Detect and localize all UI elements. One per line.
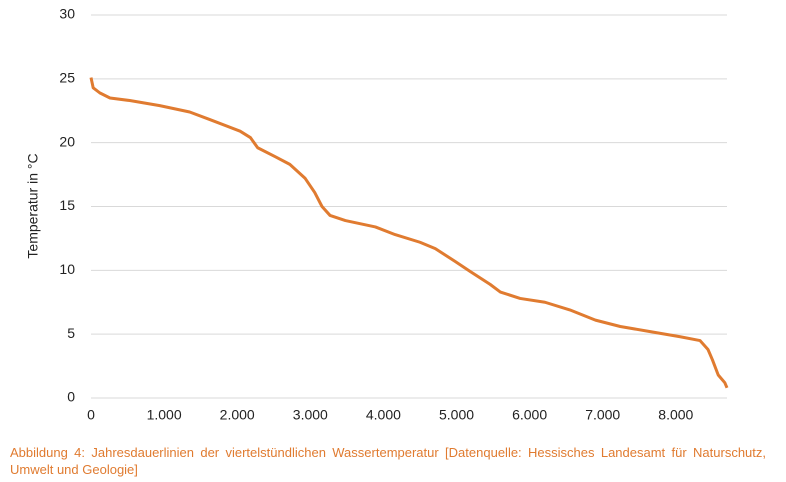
y-axis-label: Temperatur in °C (25, 153, 41, 258)
temperature-line (89, 77, 729, 389)
caption: Abbildung 4: Jahresdauerlinien der viert… (10, 445, 766, 477)
y-tick-label: 30 (59, 6, 75, 22)
x-tick-label: 2.000 (220, 407, 255, 423)
y-tick-label: 0 (67, 389, 75, 405)
x-tick-label: 1.000 (147, 407, 182, 423)
y-tick-label: 15 (59, 197, 75, 213)
y-tick-label: 5 (67, 325, 75, 341)
x-tick-label: 6.000 (512, 407, 547, 423)
x-tick-label: 4.000 (366, 407, 401, 423)
y-tick-label: 20 (59, 133, 75, 149)
x-tick-label: 7.000 (585, 407, 620, 423)
chart: Temperatur in °C 0 5 10 15 20 25 30 0 1.000 2.000… (25, 6, 729, 423)
y-tick-label: 25 (59, 70, 75, 86)
x-tick-label: 3.000 (293, 407, 328, 423)
x-tick-label: 5.000 (439, 407, 474, 423)
x-tick-label: 0 (87, 407, 95, 423)
y-tick-label: 10 (59, 261, 75, 277)
x-tick-label: 8.000 (658, 407, 693, 423)
